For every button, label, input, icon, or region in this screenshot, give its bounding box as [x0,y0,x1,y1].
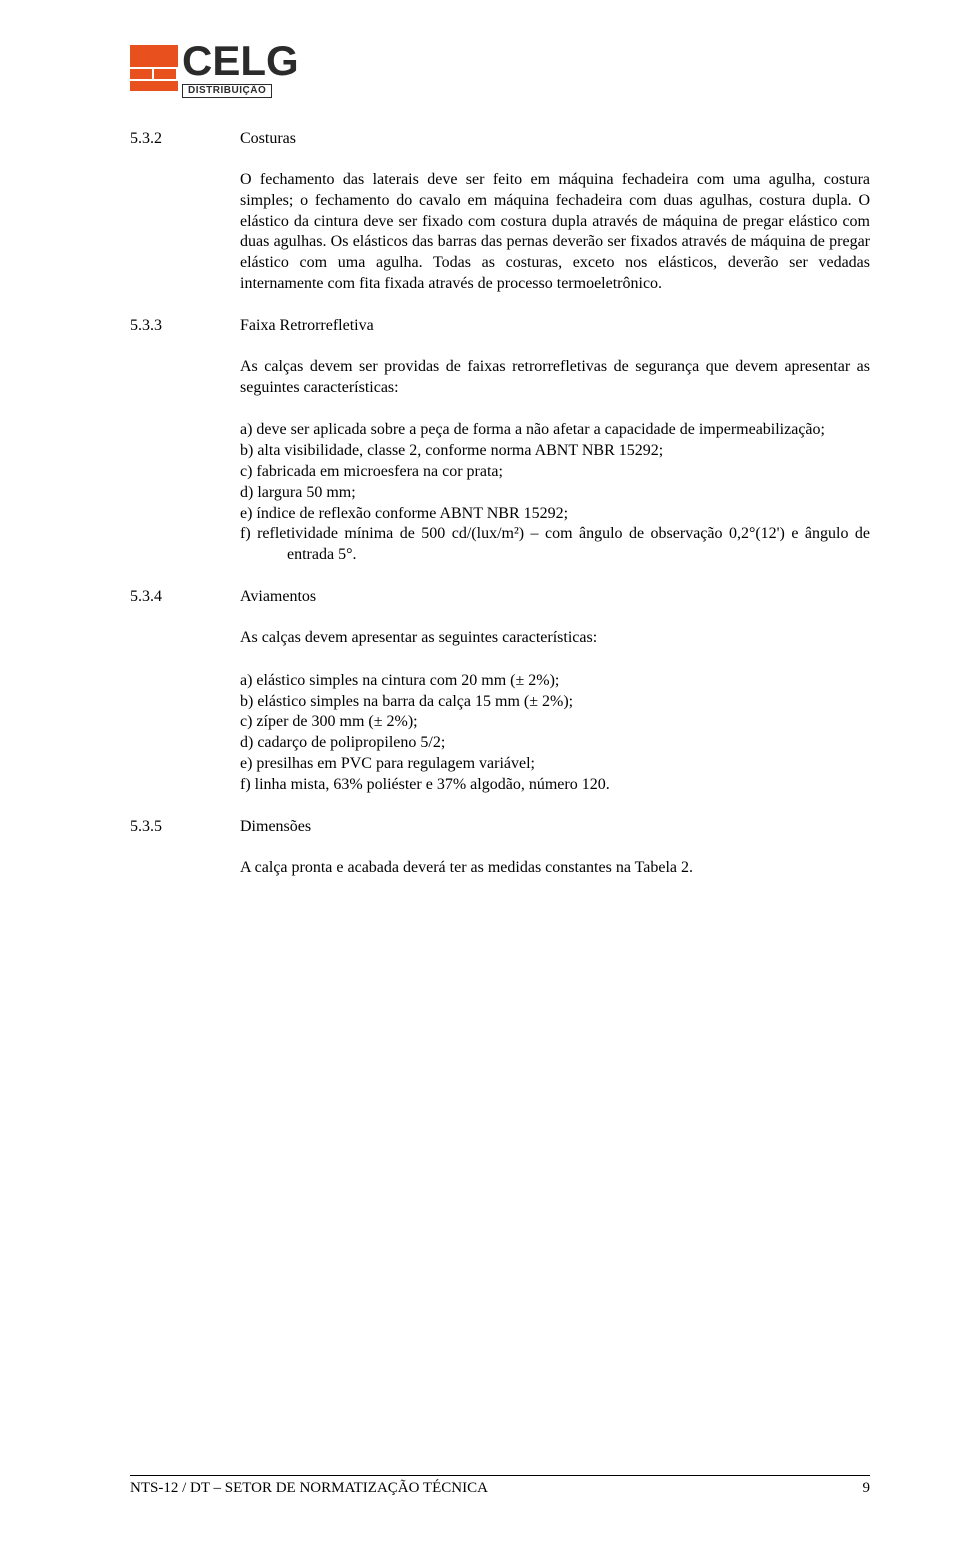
list-item: b) alta visibilidade, classe 2, conforme… [240,441,870,462]
section-number: 5.3.4 [130,588,240,606]
list-item: a) elástico simples na cintura com 20 mm… [240,671,870,692]
paragraph: As calças devem ser providas de faixas r… [240,357,870,399]
paragraph: O fechamento das laterais deve ser feito… [240,170,870,295]
list-item: b) elástico simples na barra da calça 15… [240,692,870,713]
list: a) elástico simples na cintura com 20 mm… [240,671,870,796]
page-number: 9 [863,1480,871,1497]
list-item: c) fabricada em microesfera na cor prata… [240,462,870,483]
list-item: f) refletividade mínima de 500 cd/(lux/m… [240,524,870,566]
document-body: 5.3.2 Costuras O fechamento das laterais… [130,130,870,878]
logo-mark-icon [130,45,178,93]
list-item: a) deve ser aplicada sobre a peça de for… [240,420,870,441]
section-number: 5.3.5 [130,818,240,836]
section-title: Dimensões [240,818,870,836]
section-5-3-3: 5.3.3 Faixa Retrorrefletiva As calças de… [130,317,870,566]
section-5-3-4: 5.3.4 Aviamentos As calças devem apresen… [130,588,870,796]
section-title: Aviamentos [240,588,870,606]
section-5-3-5: 5.3.5 Dimensões A calça pronta e acabada… [130,818,870,879]
list-item: f) linha mista, 63% poliéster e 37% algo… [240,775,870,796]
brand-logo: CELG DISTRIBUIÇÃO [130,40,299,98]
list: a) deve ser aplicada sobre a peça de for… [240,420,870,566]
list-item: e) índice de reflexão conforme ABNT NBR … [240,504,870,525]
section-5-3-2: 5.3.2 Costuras O fechamento das laterais… [130,130,870,295]
logo-name: CELG [182,40,299,82]
section-title: Costuras [240,130,870,148]
footer-text: NTS-12 / DT – SETOR DE NORMATIZAÇÃO TÉCN… [130,1480,488,1497]
list-item: d) cadarço de polipropileno 5/2; [240,733,870,754]
page-footer: NTS-12 / DT – SETOR DE NORMATIZAÇÃO TÉCN… [130,1475,870,1497]
logo-subtitle: DISTRIBUIÇÃO [182,84,272,98]
section-title: Faixa Retrorrefletiva [240,317,870,335]
paragraph: As calças devem apresentar as seguintes … [240,628,870,649]
section-number: 5.3.2 [130,130,240,148]
list-item: d) largura 50 mm; [240,483,870,504]
section-number: 5.3.3 [130,317,240,335]
list-item: e) presilhas em PVC para regulagem variá… [240,754,870,775]
paragraph: A calça pronta e acabada deverá ter as m… [240,858,870,879]
list-item: c) zíper de 300 mm (± 2%); [240,712,870,733]
